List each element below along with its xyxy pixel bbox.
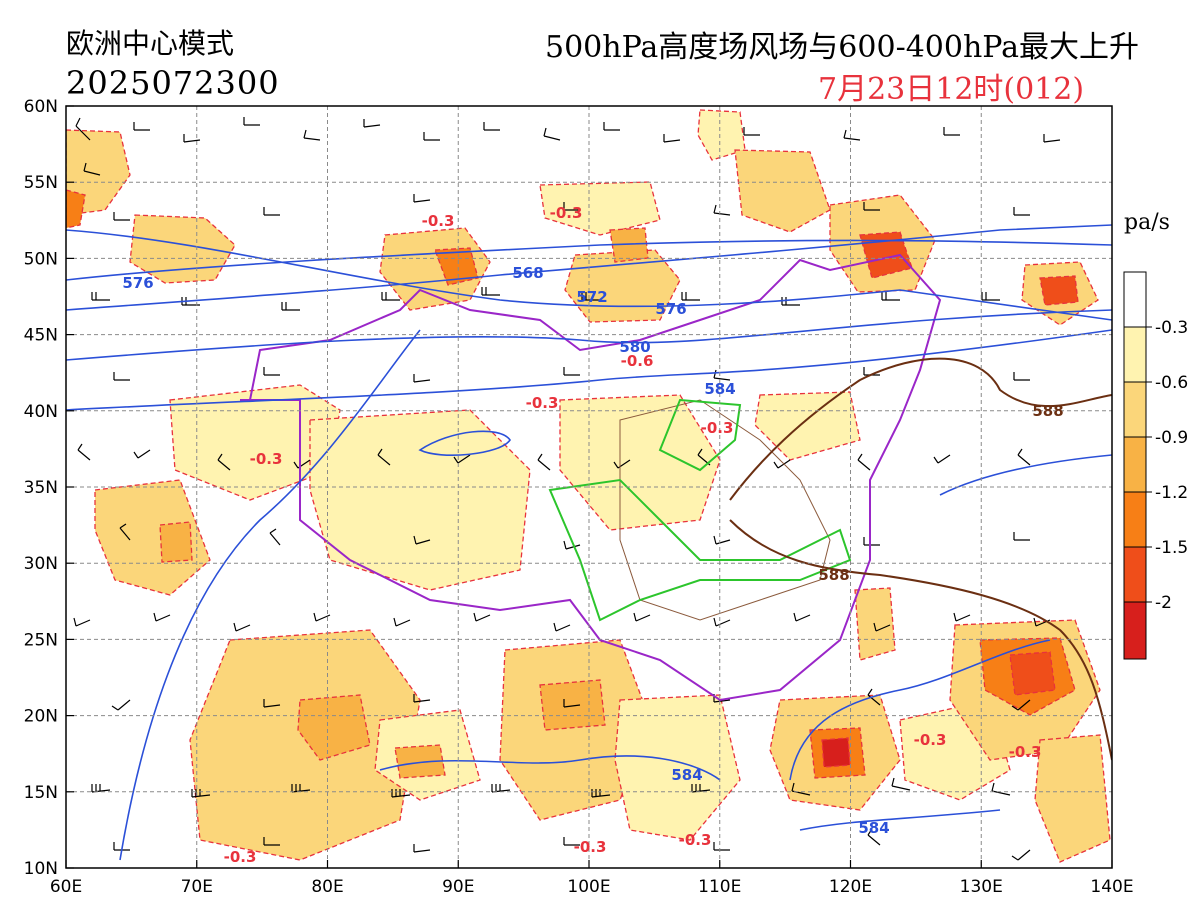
lat-label: 10N — [24, 859, 58, 879]
height-contour-label: 576 — [122, 274, 153, 292]
graticule — [66, 106, 1112, 868]
boundaries — [240, 253, 942, 702]
colorbar-segment — [1123, 546, 1147, 603]
omega-contour-label: -0.3 — [526, 394, 559, 412]
height-contour-label: 580 — [619, 338, 650, 356]
lat-label: 40N — [24, 402, 58, 422]
lon-label: 80E — [311, 877, 343, 897]
colorbar-label: -0.3 — [1155, 318, 1188, 338]
lat-label: 25N — [24, 630, 58, 650]
height-contour-label: 572 — [576, 288, 607, 306]
colorbar-segment — [1123, 601, 1147, 660]
lat-label: 15N — [24, 783, 58, 803]
height-contour-label: 568 — [512, 264, 543, 282]
colorbar-segment — [1123, 436, 1147, 493]
river-basin-north — [658, 398, 742, 472]
height-contours — [66, 224, 1112, 861]
lon-label: 120E — [829, 877, 872, 897]
height-contour-label: 584 — [858, 819, 889, 837]
chart-title: 500hPa高度场风场与600-400hPa最大上升 — [545, 30, 1140, 65]
lon-label: 70E — [181, 877, 213, 897]
valid-time: 7月23日12时(012) — [818, 72, 1085, 107]
omega-contour-label: -0.3 — [224, 848, 257, 866]
colorbar-label: -0.6 — [1155, 373, 1188, 393]
colorbar-label: -0.9 — [1155, 428, 1188, 448]
omega-shading — [66, 109, 1111, 863]
axis-ticks — [65, 105, 1113, 869]
lon-label: 110E — [698, 877, 741, 897]
lat-label: 20N — [24, 707, 58, 727]
model-name: 欧洲中心模式 — [66, 27, 235, 60]
province-borders — [619, 399, 831, 621]
omega-contour-label: -0.3 — [250, 450, 283, 468]
colorbar-label: -1.2 — [1155, 483, 1188, 503]
lon-label: 90E — [442, 877, 474, 897]
init-time: 2025072300 — [66, 64, 280, 102]
height-588-contour — [729, 357, 1112, 761]
colorbar: -0.3 -0.6 -0.9 -1.2 -1.5 -2 — [1123, 271, 1188, 660]
lon-label: 100E — [567, 877, 610, 897]
height-588-label: 588 — [818, 566, 849, 584]
height-contour-label: 584 — [671, 766, 702, 784]
omega-contour-label: -0.3 — [1009, 743, 1042, 761]
colorbar-segment — [1123, 326, 1147, 383]
colorbar-segment — [1123, 491, 1147, 548]
colorbar-segment — [1123, 271, 1147, 328]
lon-label: 130E — [960, 877, 1003, 897]
omega-contour-label: -0.3 — [679, 831, 712, 849]
lat-label: 50N — [24, 249, 58, 269]
colorbar-label: -1.5 — [1155, 538, 1188, 558]
colorbar-unit: pa/s — [1124, 210, 1170, 235]
country-border — [240, 253, 942, 702]
height-contour-label: 576 — [655, 300, 686, 318]
height-588-label: 588 — [1032, 402, 1063, 420]
lat-label: 35N — [24, 478, 58, 498]
colorbar-segment — [1123, 381, 1147, 438]
omega-contour-label: -0.6 — [621, 352, 654, 370]
omega-contour-label: -0.3 — [914, 731, 947, 749]
river-basin-south — [548, 478, 852, 622]
omega-contour-label: -0.3 — [701, 419, 734, 437]
omega-contour-label: -0.3 — [550, 204, 583, 222]
omega-contour-label: -0.3 — [574, 838, 607, 856]
lat-label: 30N — [24, 554, 58, 574]
lat-label: 60N — [24, 97, 58, 117]
lon-label: 140E — [1090, 877, 1133, 897]
height-contour-label: 584 — [704, 380, 735, 398]
lon-label: 60E — [50, 877, 82, 897]
lat-label: 55N — [24, 173, 58, 193]
wind-barbs — [73, 117, 1061, 861]
lat-label: 45N — [24, 326, 58, 346]
omega-contour-label: -0.3 — [422, 212, 455, 230]
colorbar-label: -2 — [1155, 593, 1172, 613]
